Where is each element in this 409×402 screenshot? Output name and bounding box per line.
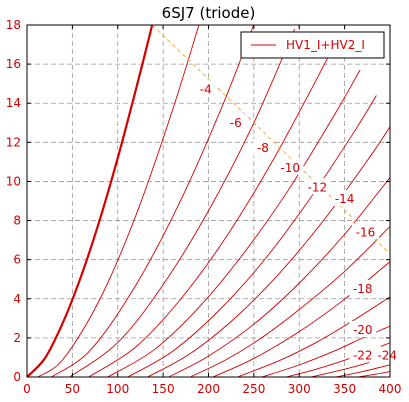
plate-curve-16 (168, 177, 390, 377)
curve-label: -20 (349, 321, 377, 338)
curve-label-text: -18 (353, 282, 373, 296)
x-tick-label: 250 (242, 382, 265, 396)
plate-curve-14 (147, 126, 390, 377)
curve-label-bg (196, 80, 216, 97)
y-tick-label: 16 (6, 57, 21, 71)
curve-label: -12 (304, 178, 331, 195)
y-tick-label: 18 (6, 18, 21, 32)
x-tick-label: 300 (288, 382, 311, 396)
curve-label-text: -14 (335, 192, 355, 206)
y-tick-label: 8 (13, 214, 21, 228)
curve-label: -14 (331, 190, 359, 207)
legend-entry: HV1_I+HV2_I (286, 38, 365, 52)
x-tick-label: 200 (197, 382, 220, 396)
curve-label: -6 (226, 113, 246, 130)
curve-label: -4 (196, 80, 216, 97)
curve-label-text: -8 (257, 141, 269, 155)
legend: HV1_I+HV2_I (240, 31, 385, 59)
axis-ticks: 0 50 100 150 200 250 300 350 400 0 2 4 6 8 10 12 14 16 18 (6, 18, 402, 396)
curve-labels: -4 -6 -8 -10 -12 -14 -16 -18 -20 -22 -24 (196, 80, 401, 363)
y-tick-label: 14 (6, 96, 21, 110)
plate-curve-10 (107, 69, 361, 377)
curve-label-text: -12 (308, 180, 328, 194)
plate-curve-30 (335, 364, 390, 377)
curve-label-text: -22 (353, 348, 373, 362)
curve-label-bg (226, 113, 246, 130)
curve-label-text: -20 (353, 323, 373, 337)
plate-curve-0 (27, 25, 154, 377)
y-tick-label: 10 (6, 174, 21, 188)
curve-label-bg (349, 346, 377, 363)
y-tick-label: 12 (6, 135, 21, 149)
curve-label-bg (304, 178, 331, 195)
x-tick-label: 100 (106, 382, 129, 396)
x-tick-label: 50 (65, 382, 80, 396)
curve-label: -8 (253, 139, 273, 156)
curve-label-text: -16 (356, 225, 376, 239)
y-tick-label: 2 (13, 331, 21, 345)
plate-curve-18 (190, 226, 390, 377)
curve-label: -22 (349, 346, 377, 363)
curve-label-text: -4 (200, 83, 212, 97)
plate-curve-32 (358, 371, 390, 377)
curve-label-text: -24 (377, 348, 397, 362)
curve-label: -10 (276, 158, 304, 175)
curve-label: -24 (373, 346, 401, 363)
plate-curve-2 (37, 25, 200, 377)
plate-curves (27, 25, 390, 377)
plate-curve-12 (127, 95, 377, 377)
curve-label-text: -6 (230, 116, 242, 130)
x-tick-label: 400 (379, 382, 402, 396)
chart-title: 6SJ7 (triode) (162, 4, 256, 22)
y-tick-label: 6 (13, 253, 21, 267)
curve-label: -16 (352, 223, 379, 240)
y-tick-label: 4 (13, 292, 21, 306)
plate-curve-8 (88, 32, 341, 377)
curve-label-bg (352, 223, 379, 240)
curve-label-bg (276, 158, 304, 175)
curve-label-bg (253, 139, 273, 156)
curve-label: -18 (349, 280, 377, 296)
curve-label-bg (373, 346, 401, 363)
y-tick-label: 0 (13, 370, 21, 384)
x-tick-label: 0 (23, 382, 31, 396)
curve-label-bg (349, 321, 377, 338)
curve-label-bg (331, 190, 359, 207)
plate-curve-6 (69, 28, 296, 377)
plate-curve-22 (237, 296, 390, 377)
x-tick-label: 150 (152, 382, 175, 396)
x-tick-label: 350 (333, 382, 356, 396)
curve-label-text: -10 (280, 161, 300, 175)
plate-curve-4 (51, 25, 255, 377)
curve-label-bg (349, 280, 377, 296)
